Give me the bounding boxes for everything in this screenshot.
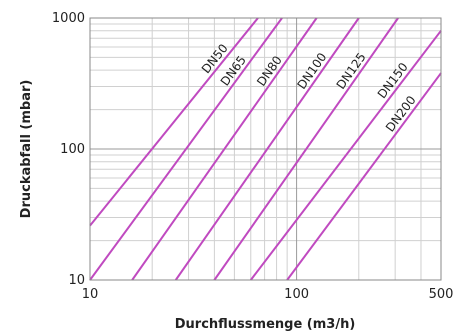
x-tick-label: 100 — [284, 287, 309, 302]
x-axis-title: Durchflussmenge (m3/h) — [175, 317, 356, 332]
y-tick-label: 1000 — [52, 11, 85, 26]
x-tick-labels: 10 100 500 — [82, 287, 454, 302]
y-tick-label: 100 — [60, 142, 85, 157]
x-tick-label: 10 — [82, 287, 99, 302]
series-line — [89, 17, 283, 281]
plot-frame — [89, 17, 442, 281]
series-line — [286, 72, 442, 281]
series-line — [174, 17, 360, 281]
series-line — [89, 17, 259, 227]
series-line — [249, 30, 442, 281]
x-tick-label: 500 — [429, 287, 454, 302]
y-tick-labels: 10 100 1000 — [52, 11, 85, 288]
y-axis-title: Druckabfall (mbar) — [19, 80, 34, 219]
series-line — [213, 17, 399, 281]
series-lines — [89, 17, 442, 281]
y-tick-label: 10 — [68, 273, 85, 288]
series-line — [131, 17, 318, 281]
